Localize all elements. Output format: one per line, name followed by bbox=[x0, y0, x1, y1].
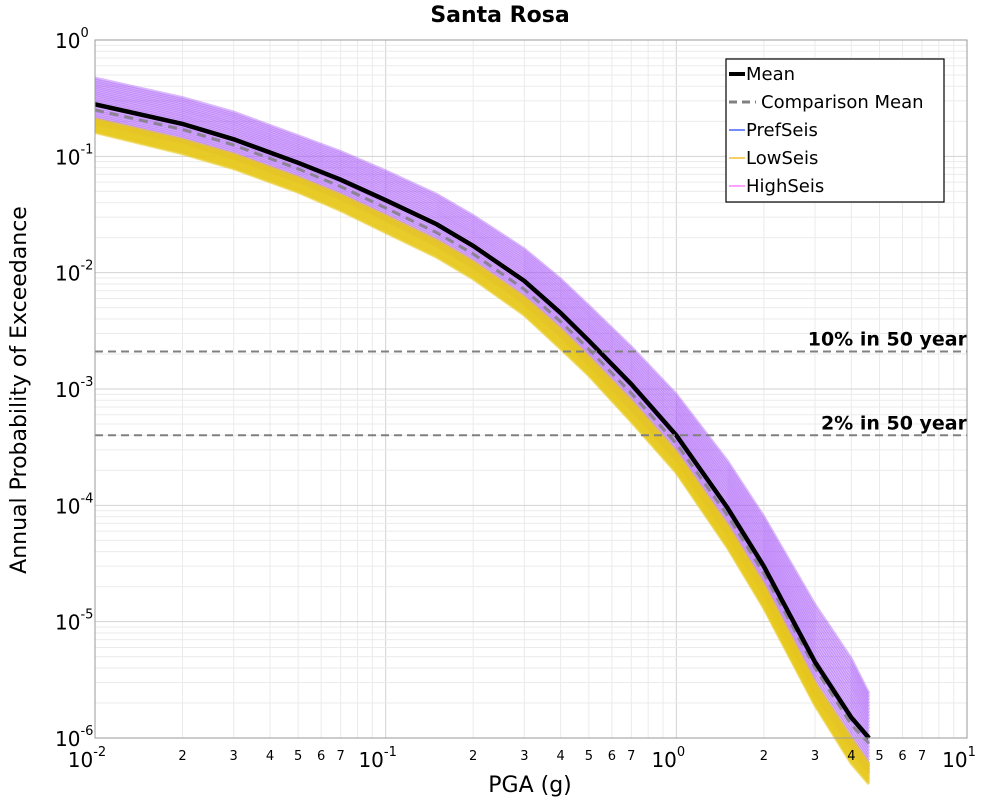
grid bbox=[94, 40, 967, 739]
x-minor-tick-label: 4 bbox=[557, 749, 565, 764]
band-curve-lowseis bbox=[94, 127, 871, 781]
legend-label: Comparison Mean bbox=[761, 92, 924, 113]
band-curve-highseis bbox=[94, 116, 871, 765]
band-curve-lowseis bbox=[94, 117, 871, 765]
legend-label: HighSeis bbox=[746, 176, 824, 197]
band-curve-lowseis bbox=[94, 129, 871, 783]
band-curve-highseis bbox=[94, 78, 871, 698]
band-curve-lowseis bbox=[94, 117, 871, 766]
band-curve-highseis bbox=[94, 120, 871, 771]
band-curve-highseis bbox=[94, 122, 871, 774]
x-minor-tick-label: 6 bbox=[608, 749, 616, 764]
band-curve-highseis bbox=[94, 100, 871, 736]
band-curve-highseis bbox=[94, 98, 871, 733]
x-minor-tick-label: 3 bbox=[520, 749, 528, 764]
y-axis-ticks: 100 10-1 10-2 10-3 10-4 10-5 10-6 bbox=[55, 26, 93, 751]
legend-label: PrefSeis bbox=[746, 120, 818, 141]
x-minor-tick-label: 3 bbox=[811, 749, 819, 764]
band-curve-lowseis bbox=[94, 128, 871, 782]
x-minor-tick-label: 7 bbox=[627, 749, 635, 764]
series-line-comparison-mean bbox=[94, 108, 871, 745]
band-curve-lowseis bbox=[94, 125, 871, 777]
y-tick-label: 10-1 bbox=[55, 142, 93, 169]
band-curve-lowseis bbox=[94, 119, 871, 768]
x-minor-tick-label: 3 bbox=[230, 749, 238, 764]
plot-frame bbox=[94, 39, 968, 739]
band-curve-lowseis bbox=[94, 130, 871, 784]
x-minor-tick-label: 4 bbox=[847, 749, 855, 764]
x-minor-tick-label: 5 bbox=[585, 749, 593, 764]
band-curve-lowseis bbox=[94, 122, 871, 773]
x-minor-tick-label: 4 bbox=[266, 749, 274, 764]
x-tick-label: 10-1 bbox=[358, 745, 396, 772]
x-minor-tick-label: 2 bbox=[469, 749, 477, 764]
legend-box bbox=[725, 58, 945, 203]
band-curve-lowseis bbox=[94, 125, 871, 778]
band-curve-lowseis bbox=[94, 128, 871, 782]
reference-lines: 10% in 50 year 2% in 50 year bbox=[95, 329, 968, 437]
band-curve-lowseis bbox=[94, 127, 871, 780]
x-axis-label: PGA (g) bbox=[488, 773, 572, 798]
band-curve-lowseis bbox=[94, 121, 871, 772]
band-curve-lowseis bbox=[94, 131, 871, 786]
legend-label: LowSeis bbox=[746, 148, 818, 169]
legend-label: Mean bbox=[746, 64, 795, 85]
band-curve-lowseis bbox=[94, 126, 871, 778]
band-curve-lowseis bbox=[94, 118, 871, 767]
y-axis-label: Annual Probability of Exceedance bbox=[7, 206, 32, 574]
band-curve-highseis bbox=[94, 85, 871, 711]
x-minor-tick-label: 5 bbox=[294, 749, 302, 764]
band-curve-highseis bbox=[94, 91, 871, 720]
band-curve-highseis bbox=[94, 93, 871, 724]
y-tick-label: 10-5 bbox=[55, 608, 93, 635]
band-curve-lowseis bbox=[94, 130, 871, 785]
band-curve-lowseis bbox=[94, 122, 871, 773]
band-curve-lowseis bbox=[94, 121, 871, 771]
y-tick-label: 10-6 bbox=[55, 724, 93, 751]
chart-title: Santa Rosa bbox=[430, 3, 569, 28]
band-curve-highseis bbox=[94, 115, 871, 762]
x-tick-label: 101 bbox=[942, 745, 976, 772]
band-curve-highseis bbox=[94, 82, 871, 704]
y-tick-label: 10-4 bbox=[55, 491, 93, 518]
reference-line-label: 10% in 50 year bbox=[808, 329, 968, 351]
band-curve-highseis bbox=[94, 113, 871, 759]
band-curve-highseis bbox=[94, 84, 871, 708]
x-minor-tick-label: 2 bbox=[178, 749, 186, 764]
x-minor-tick-label: 7 bbox=[337, 749, 345, 764]
y-tick-label: 100 bbox=[55, 26, 89, 53]
legend: Mean Comparison Mean PrefSeis LowSeis HighSe… bbox=[725, 58, 945, 203]
band-curve-lowseis bbox=[94, 119, 871, 768]
band-curve-lowseis bbox=[94, 123, 871, 774]
y-tick-label: 10-3 bbox=[55, 375, 93, 402]
x-tick-label: 10-2 bbox=[68, 745, 106, 772]
x-minor-tick-label: 7 bbox=[918, 749, 926, 764]
x-minor-tick-label: 6 bbox=[317, 749, 325, 764]
band-curve-lowseis bbox=[94, 126, 871, 779]
band-curve-highseis bbox=[94, 89, 871, 717]
x-minor-tick-label: 5 bbox=[875, 749, 883, 764]
band-curve-lowseis bbox=[94, 120, 871, 769]
band-curve-lowseis bbox=[94, 120, 871, 770]
x-tick-label: 100 bbox=[651, 745, 685, 772]
band-curve-highseis bbox=[94, 87, 871, 714]
band-curve-highseis bbox=[94, 94, 871, 727]
band-curve-lowseis bbox=[94, 123, 871, 775]
x-minor-tick-label: 2 bbox=[760, 749, 768, 764]
band-curve-highseis bbox=[94, 80, 871, 701]
band-curve-highseis bbox=[94, 96, 871, 730]
reference-line-label: 2% in 50 year bbox=[821, 412, 968, 434]
band-curve-highseis bbox=[94, 76, 871, 695]
x-minor-tick-label: 6 bbox=[898, 749, 906, 764]
band-curve-highseis bbox=[94, 118, 871, 768]
mean-curves bbox=[94, 102, 871, 745]
y-tick-label: 10-2 bbox=[55, 259, 93, 286]
band-curve-lowseis bbox=[94, 124, 871, 776]
series-line-mean bbox=[94, 102, 871, 740]
